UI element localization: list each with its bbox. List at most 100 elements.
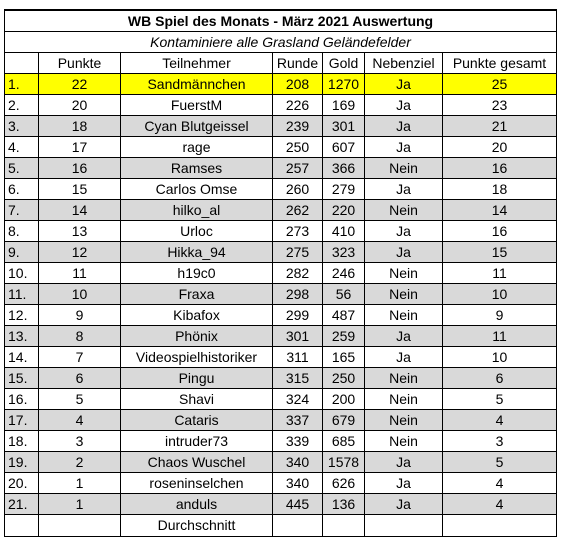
cell-teilnehmer[interactable]: h19c0 bbox=[120, 262, 273, 284]
cell-rank[interactable]: 3. bbox=[4, 115, 39, 137]
cell-punkte[interactable]: 5 bbox=[38, 388, 121, 410]
cell-runde[interactable]: 226 bbox=[272, 94, 323, 116]
cell-gold[interactable]: 679 bbox=[322, 409, 365, 431]
cell-punkte-gesamt[interactable]: 5 bbox=[441, 388, 558, 410]
cell-punkte-gesamt[interactable]: 10 bbox=[441, 346, 558, 368]
header-teilnehmer[interactable]: Teilnehmer bbox=[120, 52, 273, 74]
cell-rank[interactable]: 11. bbox=[4, 283, 39, 305]
cell-punkte-gesamt[interactable]: 18 bbox=[441, 178, 558, 200]
cell-gold[interactable]: 136 bbox=[322, 493, 365, 515]
cell-rank[interactable]: 13. bbox=[4, 325, 39, 347]
cell-rank[interactable]: 20. bbox=[4, 472, 39, 494]
cell-teilnehmer[interactable]: Fraxa bbox=[120, 283, 273, 305]
cell-nebenziel[interactable]: Nein bbox=[364, 262, 443, 284]
cell-teilnehmer[interactable]: Shavi bbox=[120, 388, 273, 410]
cell-gold[interactable]: 301 bbox=[322, 115, 365, 137]
cell-nebenziel[interactable]: Ja bbox=[364, 178, 443, 200]
cell-teilnehmer[interactable]: Kibafox bbox=[120, 304, 273, 326]
cell-punkte[interactable]: 7 bbox=[38, 346, 121, 368]
cell-gold[interactable]: 1578 bbox=[322, 451, 365, 473]
cell-nebenziel[interactable]: Nein bbox=[364, 388, 443, 410]
cell-punkte[interactable]: 17 bbox=[38, 136, 121, 158]
header-runde[interactable]: Runde bbox=[272, 52, 323, 74]
cell-rank[interactable]: 8. bbox=[4, 220, 39, 242]
cell-teilnehmer[interactable]: anduls bbox=[120, 493, 273, 515]
cell-punkte[interactable]: 10 bbox=[38, 283, 121, 305]
cell-punkte[interactable]: 9 bbox=[38, 304, 121, 326]
cell-teilnehmer[interactable]: Phönix bbox=[120, 325, 273, 347]
cell-nebenziel[interactable]: Ja bbox=[364, 94, 443, 116]
cell-gold[interactable]: 200 bbox=[322, 388, 365, 410]
cell-gold[interactable]: 56 bbox=[322, 283, 365, 305]
cell-runde[interactable]: 315 bbox=[272, 367, 323, 389]
cell-punkte-gesamt[interactable]: 6 bbox=[441, 367, 558, 389]
cell-nebenziel[interactable]: Ja bbox=[364, 346, 443, 368]
cell-gold[interactable]: 279 bbox=[322, 178, 365, 200]
cell-punkte[interactable]: 1 bbox=[38, 472, 121, 494]
cell-nebenziel[interactable]: Ja bbox=[364, 451, 443, 473]
cell-punkte[interactable]: 20 bbox=[38, 94, 121, 116]
cell-teilnehmer[interactable]: Cataris bbox=[120, 409, 273, 431]
cell-punkte-gesamt[interactable]: 3 bbox=[441, 430, 558, 452]
cell-teilnehmer[interactable]: hilko_al bbox=[120, 199, 273, 221]
cell-runde[interactable]: 250 bbox=[272, 136, 323, 158]
cell-nebenziel[interactable]: Ja bbox=[364, 73, 443, 95]
cell-gold[interactable]: 250 bbox=[322, 367, 365, 389]
cell-runde[interactable]: 282 bbox=[272, 262, 323, 284]
cell-teilnehmer[interactable]: Videospielhistoriker bbox=[120, 346, 273, 368]
cell-nebenziel[interactable]: Ja bbox=[364, 115, 443, 137]
average-cell[interactable] bbox=[364, 514, 443, 537]
cell-punkte[interactable]: 18 bbox=[38, 115, 121, 137]
cell-runde[interactable]: 311 bbox=[272, 346, 323, 368]
cell-punkte-gesamt[interactable]: 5 bbox=[441, 451, 558, 473]
average-cell[interactable] bbox=[272, 514, 323, 537]
cell-punkte[interactable]: 2 bbox=[38, 451, 121, 473]
cell-gold[interactable]: 259 bbox=[322, 325, 365, 347]
average-cell[interactable] bbox=[38, 514, 121, 537]
cell-rank[interactable]: 21. bbox=[4, 493, 39, 515]
cell-punkte-gesamt[interactable]: 9 bbox=[441, 304, 558, 326]
cell-rank[interactable]: 12. bbox=[4, 304, 39, 326]
sheet-title[interactable]: WB Spiel des Monats - März 2021 Auswertu… bbox=[3, 9, 558, 32]
header-gold[interactable]: Gold bbox=[322, 52, 365, 74]
cell-runde[interactable]: 445 bbox=[272, 493, 323, 515]
cell-gold[interactable]: 410 bbox=[322, 220, 365, 242]
cell-punkte-gesamt[interactable]: 4 bbox=[441, 472, 558, 494]
header-rank[interactable] bbox=[4, 52, 39, 74]
cell-teilnehmer[interactable]: Carlos Omse bbox=[120, 178, 273, 200]
cell-gold[interactable]: 366 bbox=[322, 157, 365, 179]
cell-punkte[interactable]: 14 bbox=[38, 199, 121, 221]
cell-runde[interactable]: 257 bbox=[272, 157, 323, 179]
cell-nebenziel[interactable]: Nein bbox=[364, 430, 443, 452]
cell-rank[interactable]: 16. bbox=[4, 388, 39, 410]
cell-runde[interactable]: 239 bbox=[272, 115, 323, 137]
cell-nebenziel[interactable]: Nein bbox=[364, 157, 443, 179]
cell-nebenziel[interactable]: Nein bbox=[364, 367, 443, 389]
cell-punkte[interactable]: 8 bbox=[38, 325, 121, 347]
cell-rank[interactable]: 10. bbox=[4, 262, 39, 284]
cell-punkte[interactable]: 3 bbox=[38, 430, 121, 452]
cell-punkte[interactable]: 12 bbox=[38, 241, 121, 263]
cell-punkte-gesamt[interactable]: 10 bbox=[441, 283, 558, 305]
cell-teilnehmer[interactable]: Cyan Blutgeissel bbox=[120, 115, 273, 137]
cell-gold[interactable]: 1270 bbox=[322, 73, 365, 95]
cell-runde[interactable]: 208 bbox=[272, 73, 323, 95]
cell-nebenziel[interactable]: Ja bbox=[364, 136, 443, 158]
cell-nebenziel[interactable]: Nein bbox=[364, 304, 443, 326]
cell-punkte-gesamt[interactable]: 4 bbox=[441, 409, 558, 431]
cell-nebenziel[interactable]: Ja bbox=[364, 220, 443, 242]
cell-gold[interactable]: 487 bbox=[322, 304, 365, 326]
cell-runde[interactable]: 260 bbox=[272, 178, 323, 200]
cell-rank[interactable]: 14. bbox=[4, 346, 39, 368]
header-punkte[interactable]: Punkte bbox=[38, 52, 121, 74]
cell-nebenziel[interactable]: Ja bbox=[364, 325, 443, 347]
cell-punkte[interactable]: 16 bbox=[38, 157, 121, 179]
cell-gold[interactable]: 685 bbox=[322, 430, 365, 452]
cell-punkte[interactable]: 15 bbox=[38, 178, 121, 200]
cell-rank[interactable]: 15. bbox=[4, 367, 39, 389]
cell-runde[interactable]: 298 bbox=[272, 283, 323, 305]
cell-gold[interactable]: 169 bbox=[322, 94, 365, 116]
cell-runde[interactable]: 273 bbox=[272, 220, 323, 242]
cell-rank[interactable]: 17. bbox=[4, 409, 39, 431]
cell-rank[interactable]: 9. bbox=[4, 241, 39, 263]
